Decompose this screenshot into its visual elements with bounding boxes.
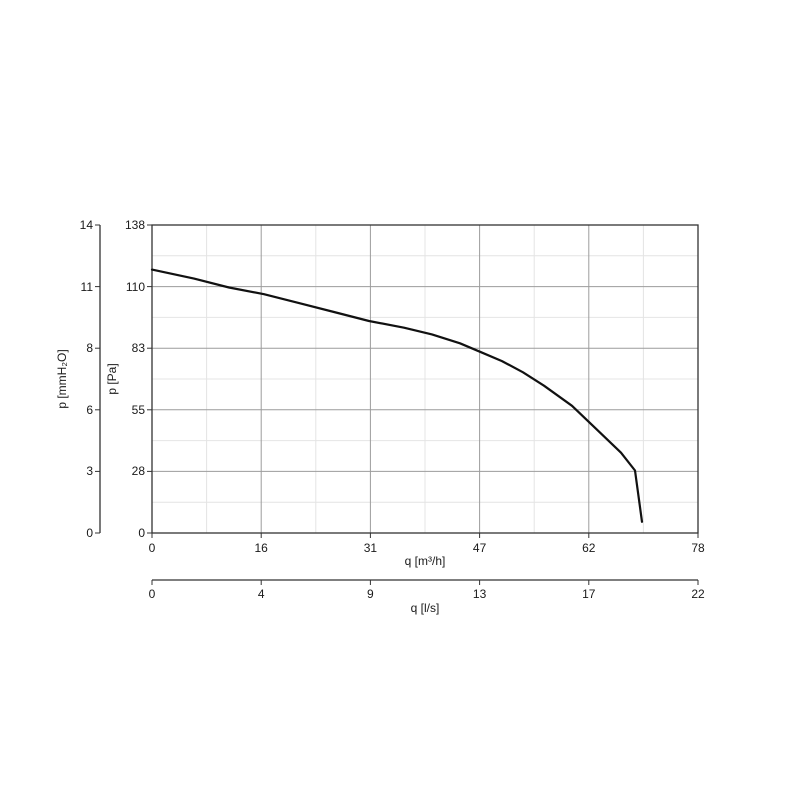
fan-pressure-curve — [150, 268, 644, 523]
y-tick-label-pa: 28 — [131, 464, 145, 479]
y-tick-label-mmh2o: 8 — [86, 341, 93, 356]
x-tick-label-ls: 0 — [148, 587, 156, 601]
x-tick-label-m3h: 62 — [582, 541, 596, 555]
y-tick-label-pa: 0 — [138, 526, 145, 540]
x-tick-label-ls: 22 — [691, 587, 705, 601]
y-tick-label-mmh2o: 11 — [80, 279, 93, 294]
y-tick-label-pa: 83 — [131, 341, 145, 356]
y-tick-label-mmh2o: 3 — [86, 464, 93, 479]
x-tick-label-m3h: 78 — [691, 541, 705, 555]
y-tick-label-mmh2o: 14 — [79, 218, 93, 232]
y-axis-title-mmh2o: p [mmH₂O] — [55, 349, 69, 409]
x-tick-label-ls: 4 — [257, 587, 265, 601]
x-tick-label-m3h: 16 — [254, 541, 268, 555]
x-axis-title-ls: q [l/s] — [410, 601, 440, 615]
y-tick-label-pa: 110 — [125, 279, 145, 294]
y-axis-title-pa: p [Pa] — [105, 363, 119, 395]
y-tick-label-pa: 55 — [131, 402, 145, 417]
x-tick-label-m3h: 0 — [148, 541, 156, 555]
plot-border — [151, 224, 699, 534]
y-tick-label-mmh2o: 0 — [86, 526, 93, 540]
x-tick-label-ls: 13 — [472, 587, 487, 601]
y-tick-label-pa: 138 — [124, 218, 145, 232]
x-tick-label-ls: 9 — [367, 587, 374, 601]
x-axis-title-m3h: q [m³/h] — [404, 554, 446, 568]
y-tick-label-mmh2o: 6 — [86, 402, 93, 417]
x-tick-label-ls: 17 — [582, 587, 596, 601]
x-tick-label-m3h: 31 — [363, 541, 378, 555]
x-tick-label-m3h: 47 — [472, 541, 487, 555]
